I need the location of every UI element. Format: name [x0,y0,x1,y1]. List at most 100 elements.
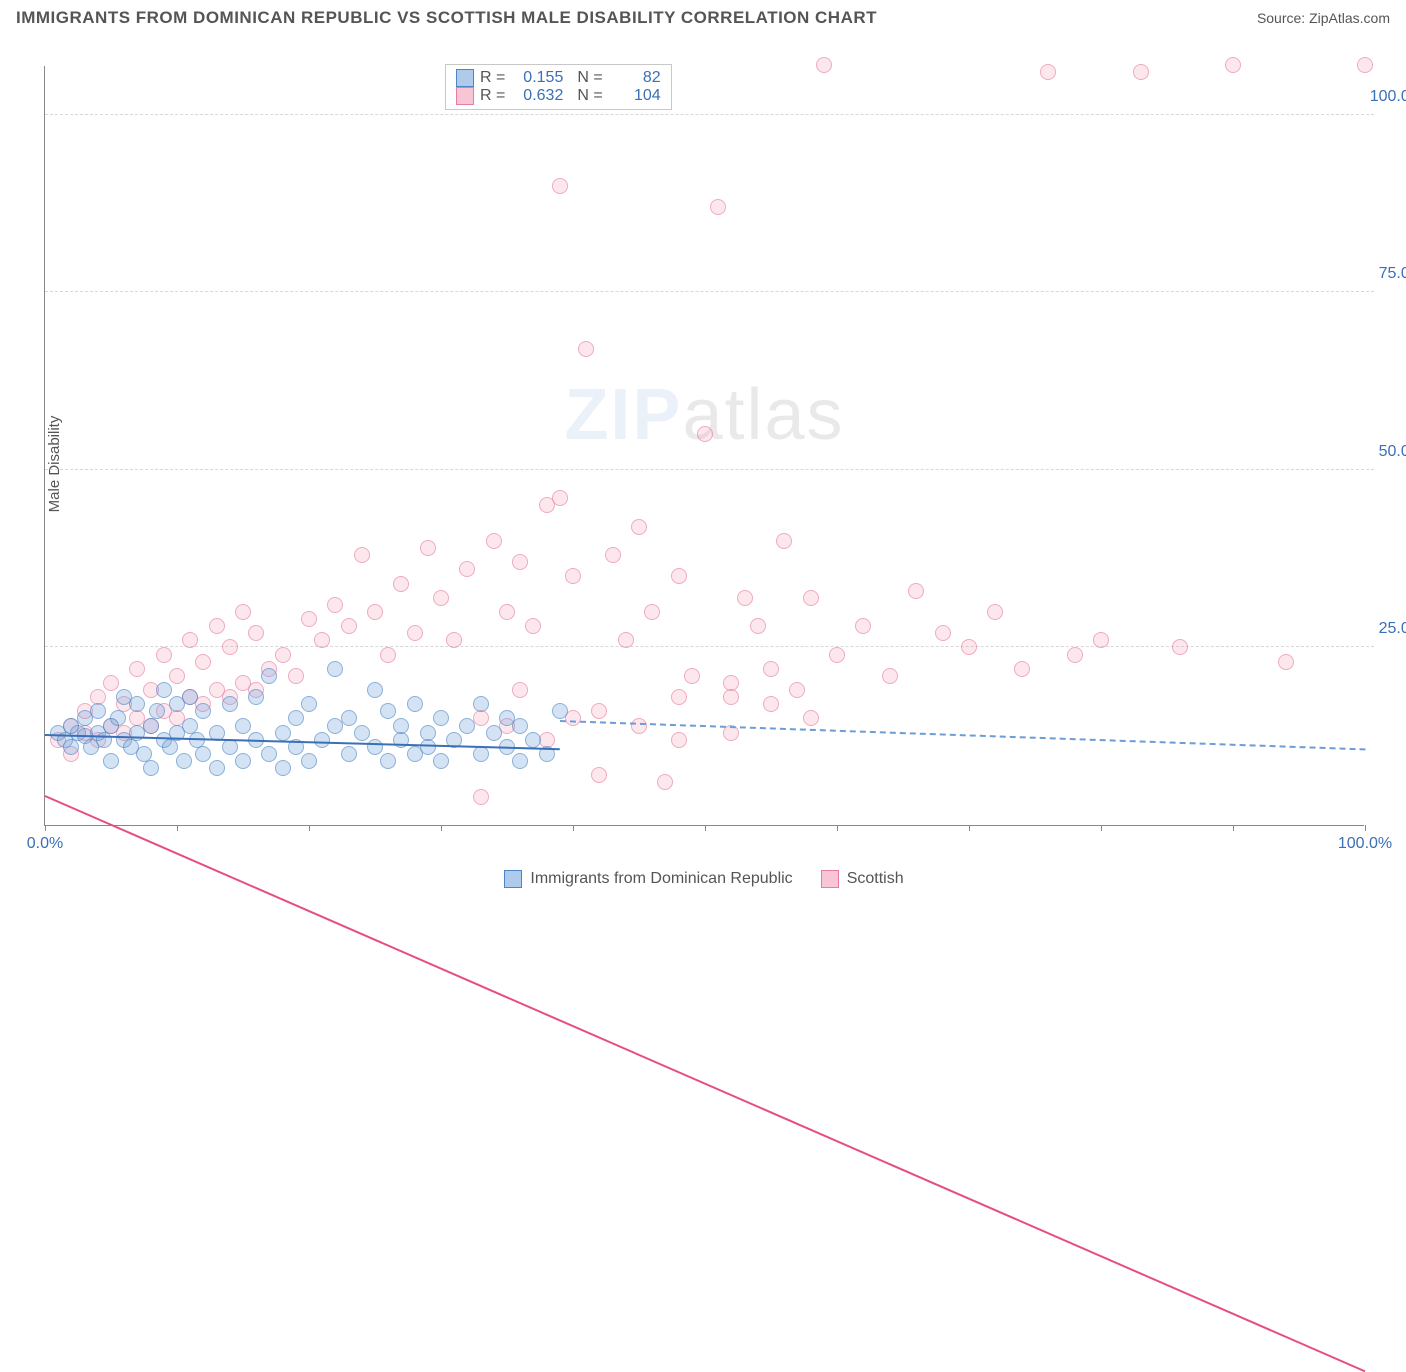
scatter-point-pink [235,604,251,620]
scatter-point-blue [63,739,79,755]
scatter-point-blue [433,753,449,769]
source-attribution: Source: ZipAtlas.com [1257,10,1390,26]
watermark: ZIPatlas [564,374,844,456]
scatter-point-blue [275,725,291,741]
legend-swatch-pink [821,870,839,888]
x-tick [573,825,574,831]
n-value-blue: 82 [609,69,661,87]
n-label: N = [577,87,602,105]
legend-item-blue: Immigrants from Dominican Republic [504,870,792,888]
legend-swatch-blue [504,870,522,888]
legend-swatch-pink [456,87,474,105]
scatter-point-pink [420,540,436,556]
scatter-point-blue [143,718,159,734]
scatter-point-pink [671,568,687,584]
scatter-point-blue [222,696,238,712]
x-tick [705,825,706,831]
scatter-point-pink [605,547,621,563]
header: IMMIGRANTS FROM DOMINICAN REPUBLIC VS SC… [0,0,1406,32]
legend-stats-row-pink: R = 0.632 N = 104 [456,87,661,105]
scatter-point-blue [110,710,126,726]
chart-title: IMMIGRANTS FROM DOMINICAN REPUBLIC VS SC… [16,8,877,28]
x-tick [969,825,970,831]
scatter-point-pink [618,632,634,648]
scatter-point-pink [1040,64,1056,80]
n-value-pink: 104 [609,87,661,105]
source-prefix: Source: [1257,10,1309,26]
x-tick [1101,825,1102,831]
scatter-point-pink [855,618,871,634]
scatter-point-blue [459,718,475,734]
scatter-point-pink [169,668,185,684]
scatter-point-pink [314,632,330,648]
y-tick-label: 75.0% [1379,265,1406,283]
scatter-point-pink [565,568,581,584]
scatter-point-blue [473,746,489,762]
scatter-point-pink [763,696,779,712]
scatter-point-pink [195,654,211,670]
scatter-point-pink [1133,64,1149,80]
n-label: N = [577,69,602,87]
scatter-point-pink [486,533,502,549]
scatter-point-pink [803,590,819,606]
scatter-point-blue [195,703,211,719]
scatter-point-pink [129,661,145,677]
legend-label-pink: Scottish [847,870,904,888]
x-tick-label: 100.0% [1338,835,1392,853]
scatter-point-blue [248,689,264,705]
scatter-point-blue [512,753,528,769]
scatter-point-blue [209,760,225,776]
x-tick-label: 0.0% [27,835,63,853]
scatter-point-pink [380,647,396,663]
scatter-point-pink [671,689,687,705]
r-value-blue: 0.155 [511,69,563,87]
scatter-point-pink [275,647,291,663]
y-tick-label: 100.0% [1370,88,1406,106]
plot-area: ZIPatlas R = 0.155 N = 82 R = 0.632 N = … [44,66,1364,826]
x-tick [1233,825,1234,831]
gridline-h [45,114,1374,115]
watermark-zip: ZIP [564,375,682,455]
scatter-point-pink [446,632,462,648]
scatter-point-pink [591,767,607,783]
scatter-point-pink [103,675,119,691]
scatter-point-pink [750,618,766,634]
scatter-point-pink [829,647,845,663]
scatter-point-pink [803,710,819,726]
scatter-point-blue [96,732,112,748]
scatter-point-pink [367,604,383,620]
chart-container: Male Disability ZIPatlas R = 0.155 N = 8… [0,36,1406,892]
scatter-point-pink [407,625,423,641]
scatter-point-pink [1014,661,1030,677]
scatter-point-blue [235,753,251,769]
scatter-point-blue [486,725,502,741]
scatter-point-pink [631,718,647,734]
scatter-point-pink [182,632,198,648]
scatter-point-blue [301,696,317,712]
scatter-point-blue [182,689,198,705]
scatter-point-pink [816,57,832,73]
scatter-point-pink [156,647,172,663]
scatter-point-blue [525,732,541,748]
r-value-pink: 0.632 [511,87,563,105]
scatter-point-blue [288,710,304,726]
scatter-point-pink [499,604,515,620]
scatter-point-pink [1093,632,1109,648]
scatter-point-pink [341,618,357,634]
scatter-point-pink [393,576,409,592]
scatter-point-pink [327,597,343,613]
scatter-point-pink [776,533,792,549]
scatter-point-pink [209,618,225,634]
scatter-point-blue [341,746,357,762]
scatter-point-blue [341,710,357,726]
scatter-point-pink [882,668,898,684]
scatter-point-blue [195,746,211,762]
scatter-point-pink [763,661,779,677]
scatter-point-blue [393,718,409,734]
scatter-point-blue [314,732,330,748]
scatter-point-pink [631,519,647,535]
scatter-point-blue [512,718,528,734]
scatter-point-blue [176,753,192,769]
scatter-point-blue [301,753,317,769]
scatter-point-pink [961,639,977,655]
